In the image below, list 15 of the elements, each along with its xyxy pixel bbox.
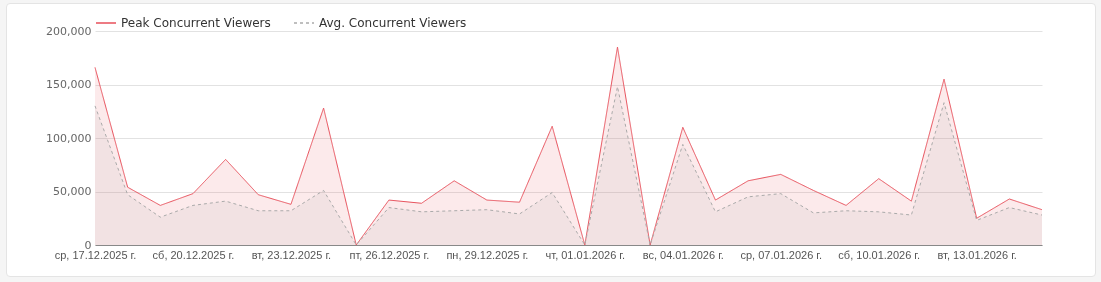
x-tick-label: сб, 10.01.2026 г. xyxy=(838,248,921,261)
x-tick-label: пн, 29.12.2025 г. xyxy=(446,248,529,261)
x-tick-label: чт, 01.01.2026 г. xyxy=(545,248,626,261)
x-tick-label: вт, 23.12.2025 г. xyxy=(251,248,332,261)
y-tick-label: 100,000 xyxy=(46,131,92,145)
y-tick-label: 150,000 xyxy=(46,78,92,91)
legend-label: Peak Concurrent Viewers xyxy=(121,16,271,30)
y-tick-label: 200,000 xyxy=(46,24,92,38)
x-tick-label: вс, 04.01.2026 г. xyxy=(642,248,724,261)
x-tick-label: сб, 20.12.2025 г. xyxy=(152,248,235,261)
x-tick-label: ср, 07.01.2026 г. xyxy=(740,248,823,261)
y-tick-label: 50,000 xyxy=(53,185,92,198)
legend-label: Avg. Concurrent Viewers xyxy=(319,16,467,30)
x-tick-label: вт, 13.01.2026 г. xyxy=(937,248,1017,261)
x-tick-label: пт, 26.12.2025 г. xyxy=(349,248,430,261)
